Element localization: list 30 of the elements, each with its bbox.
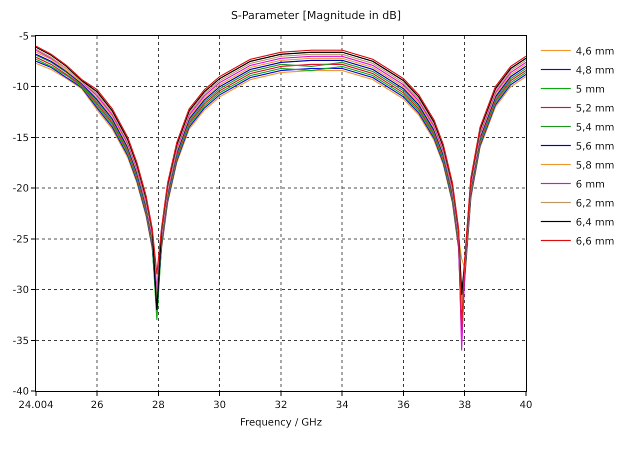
legend-label: 4,6 mm <box>576 46 614 58</box>
y-tick-label: -40 <box>12 386 29 398</box>
x-axis-title: Frequency / GHz <box>240 418 322 428</box>
x-tick-label: 24.004 <box>18 400 54 411</box>
x-tick-label: 28 <box>152 400 165 411</box>
y-tick-label: -30 <box>12 285 29 296</box>
y-tick-label: -15 <box>12 132 29 144</box>
legend-label: 5,6 mm <box>576 141 614 152</box>
y-tick-label: -20 <box>12 184 29 195</box>
y-tick-label: -25 <box>12 234 29 246</box>
y-tick-label: -35 <box>12 336 29 347</box>
legend-label: 6,4 mm <box>576 217 614 228</box>
y-tick-label: -10 <box>12 82 29 94</box>
x-tick-label: 32 <box>274 400 288 411</box>
x-tick-label: 38 <box>458 400 472 411</box>
y-tick-label: -5 <box>19 32 29 42</box>
chart-title: S-Parameter [Magnitude in dB] <box>230 8 402 22</box>
x-tick-label: 36 <box>397 400 410 411</box>
legend-label: 5,2 mm <box>576 103 614 114</box>
legend-label: 6,2 mm <box>576 198 614 210</box>
x-tick-label: 40 <box>520 400 532 411</box>
legend-label: 6 mm <box>576 179 605 190</box>
x-tick-label: 26 <box>90 400 104 411</box>
x-tick-label: 34 <box>336 400 349 411</box>
legend-label: 4,8 mm <box>576 65 614 76</box>
legend-label: 5 mm <box>576 84 605 96</box>
x-tick-label: 30 <box>213 400 226 411</box>
legend-label: 6,6 mm <box>576 236 614 248</box>
legend-label: 5,4 mm <box>576 122 614 134</box>
legend-label: 5,8 mm <box>576 160 614 172</box>
